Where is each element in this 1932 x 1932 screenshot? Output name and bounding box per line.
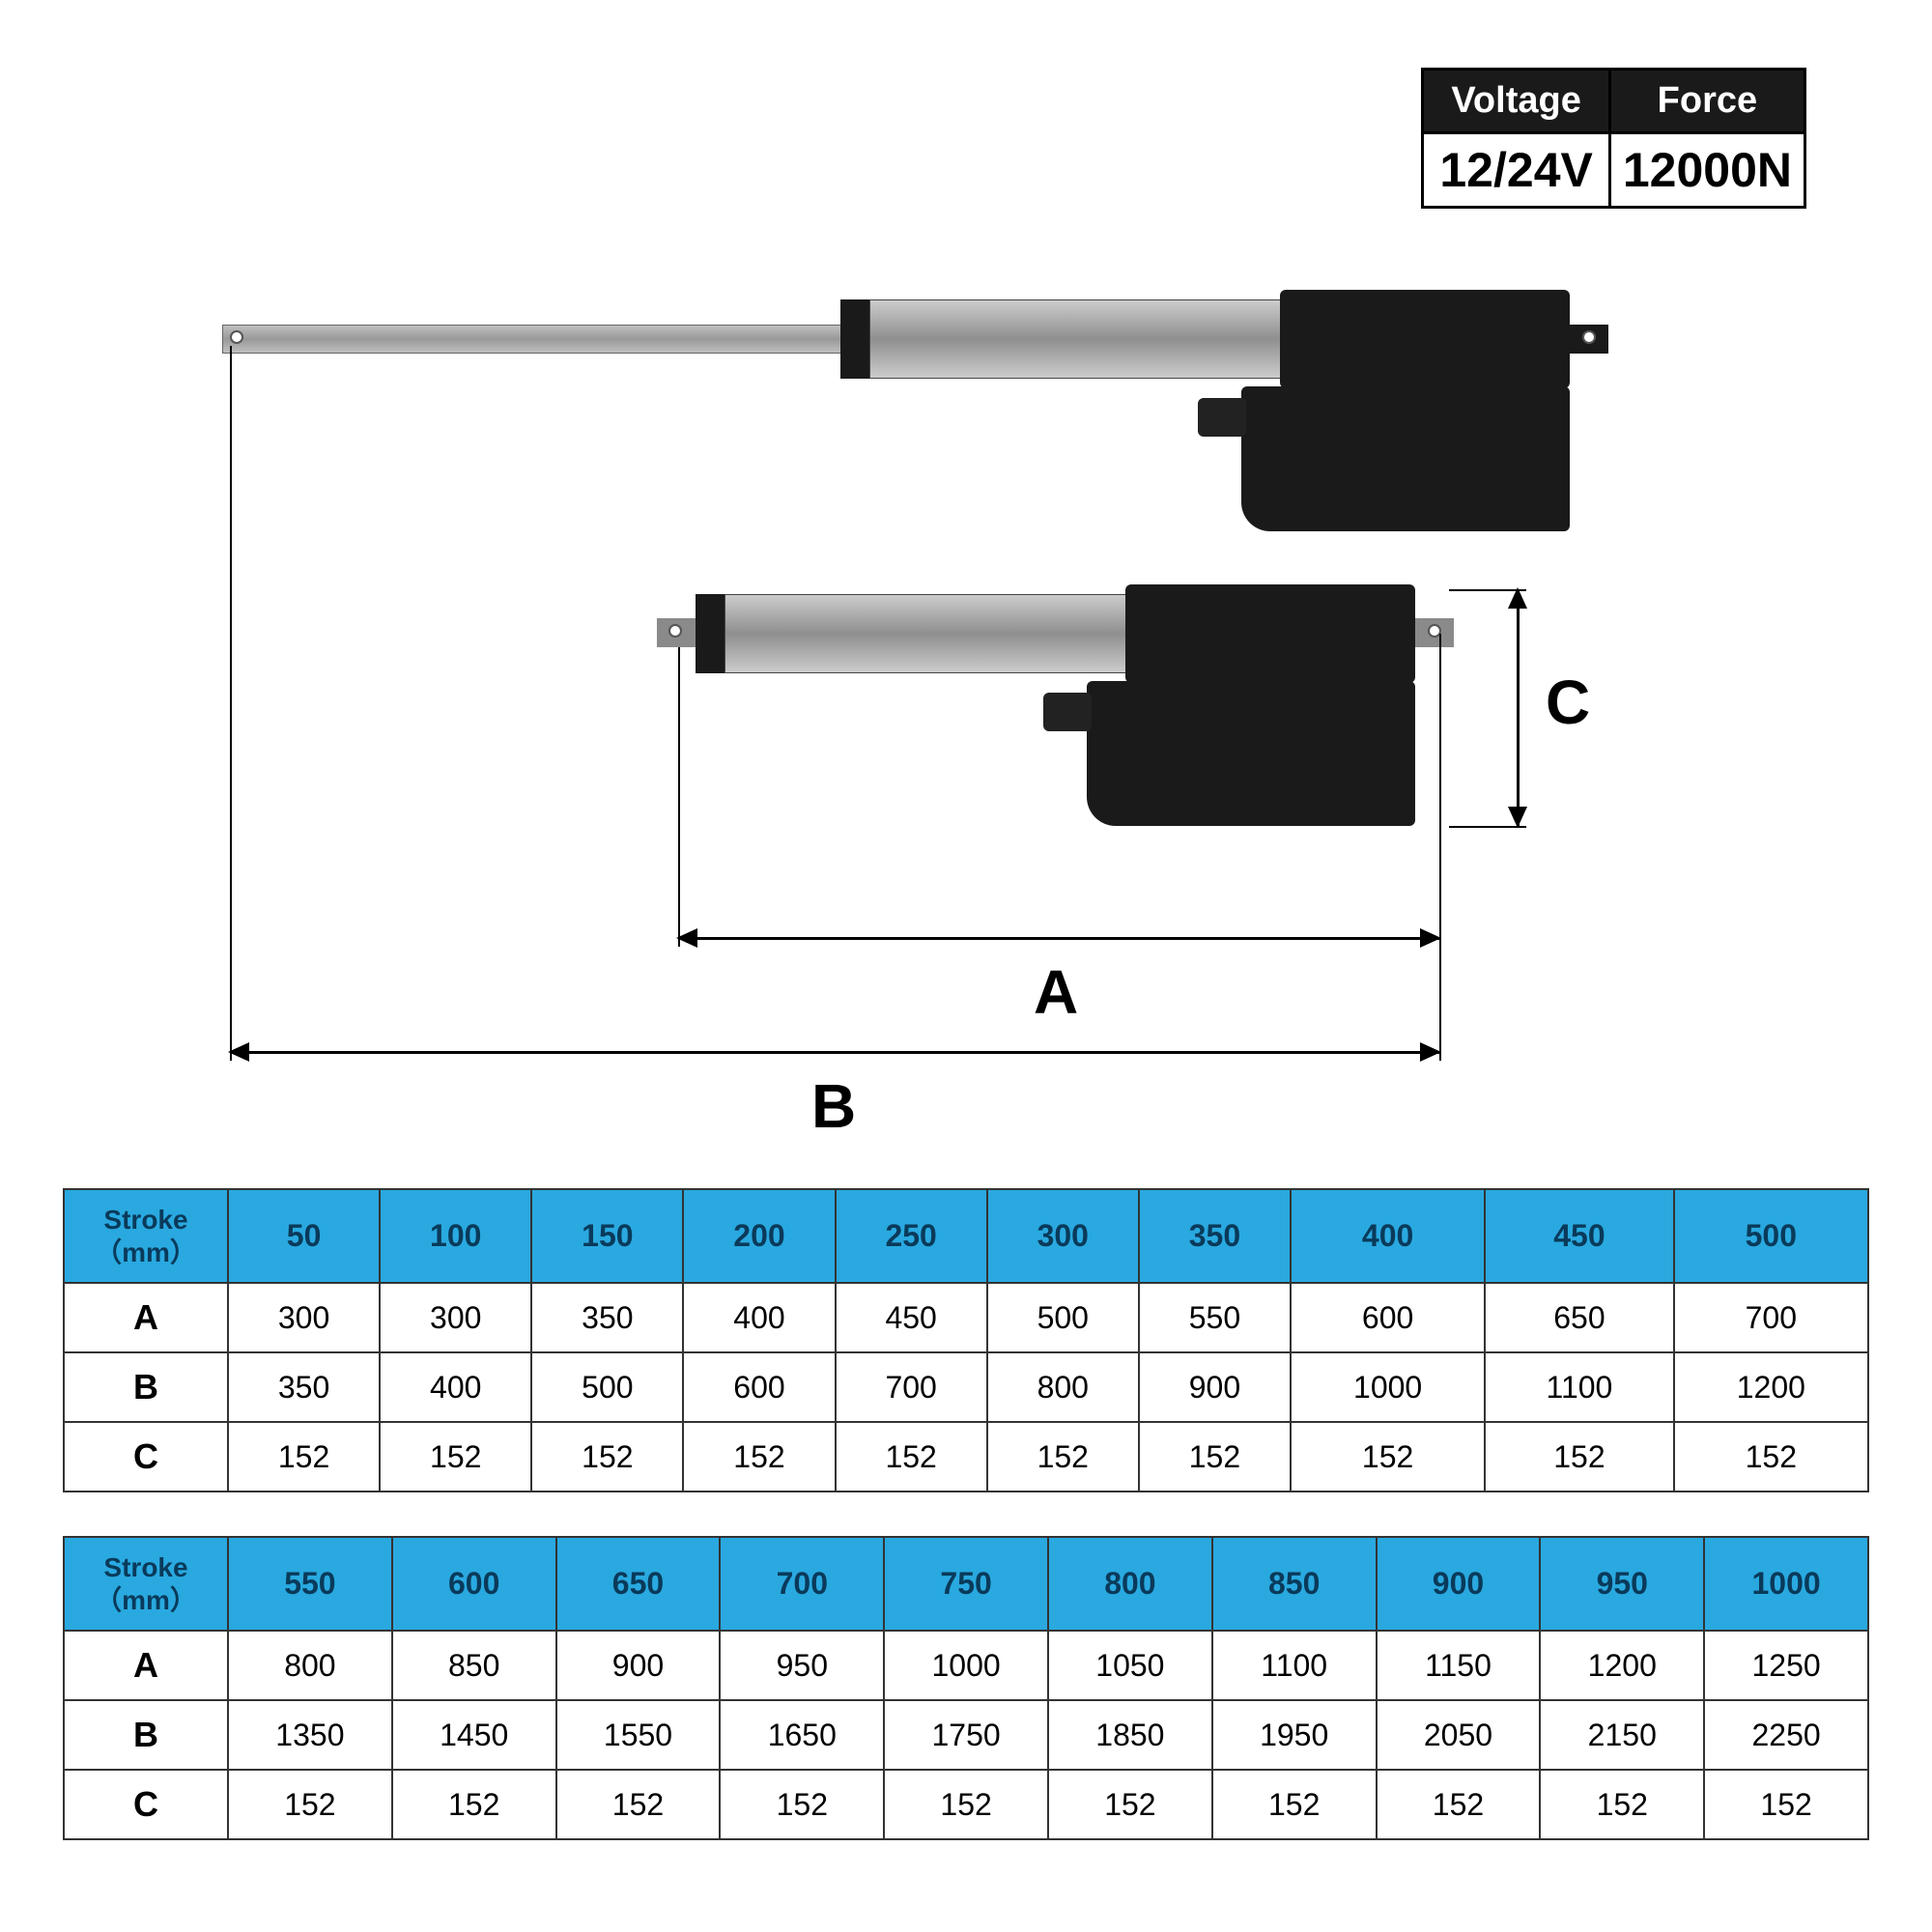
dimension-table-1: Stroke （mm） 50 100 150 200 250 300 350 4… <box>63 1188 1869 1492</box>
table1-row-b: B 350400500600700800900100011001200 <box>64 1352 1868 1422</box>
spec-voltage-value: 12/24V <box>1423 133 1609 208</box>
table1-stroke-9: 500 <box>1674 1189 1868 1283</box>
spec-voltage-header: Voltage <box>1423 70 1609 133</box>
table2-row-c: C 152152152152152152152152152152 <box>64 1770 1868 1839</box>
spec-box: Voltage Force 12/24V 12000N <box>1421 68 1806 209</box>
table1-header-row: Stroke （mm） 50 100 150 200 250 300 350 4… <box>64 1189 1868 1283</box>
table2-header-label: Stroke （mm） <box>64 1537 228 1631</box>
actuator-retracted <box>657 580 1575 831</box>
table1-header-label: Stroke （mm） <box>64 1189 228 1283</box>
dimension-table-2: Stroke （mm） 5506006507007508008509009501… <box>63 1536 1869 1840</box>
table1-stroke-8: 450 <box>1485 1189 1673 1283</box>
table2-row-a: A 800850900950100010501100115012001250 <box>64 1631 1868 1700</box>
table2-header-row: Stroke （mm） 5506006507007508008509009501… <box>64 1537 1868 1631</box>
table1-stroke-5: 300 <box>987 1189 1139 1283</box>
table1-stroke-6: 350 <box>1139 1189 1291 1283</box>
actuator-extended <box>222 290 1575 541</box>
dimension-label-b: B <box>811 1070 856 1142</box>
dimension-label-c: C <box>1546 667 1590 738</box>
table1-row-c: C 152152152152152152152152152152 <box>64 1422 1868 1492</box>
spec-force-header: Force <box>1609 70 1804 133</box>
table1-stroke-0: 50 <box>228 1189 380 1283</box>
dimension-label-a: A <box>1034 956 1078 1028</box>
table1-stroke-2: 150 <box>531 1189 683 1283</box>
table1-stroke-1: 100 <box>380 1189 531 1283</box>
table1-stroke-4: 250 <box>836 1189 987 1283</box>
spec-force-value: 12000N <box>1609 133 1804 208</box>
table1-stroke-7: 400 <box>1291 1189 1485 1283</box>
table2-row-b: B 13501450155016501750185019502050215022… <box>64 1700 1868 1770</box>
table1-row-a: A 300300350400450500550600650700 <box>64 1283 1868 1352</box>
table1-stroke-3: 200 <box>683 1189 835 1283</box>
actuator-diagram: B A C <box>193 251 1739 1159</box>
